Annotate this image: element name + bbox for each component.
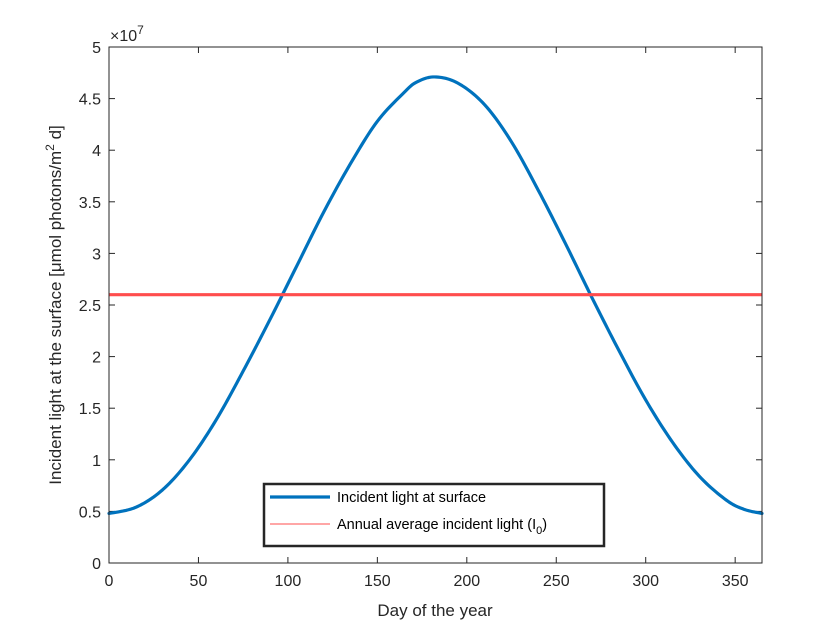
y-tick-label: 4: [92, 143, 101, 160]
y-tick-label: 5: [92, 40, 101, 57]
legend-box: [262, 482, 606, 548]
x-axis-ticks: 0 50 100 150 200 250 300 350: [105, 47, 749, 590]
y-tick-label: 2: [92, 350, 101, 367]
x-tick-label: 0: [105, 573, 114, 590]
y-tick-label: 1.5: [79, 401, 101, 418]
y-axis-label-tail: d]: [46, 125, 65, 144]
x-tick-label: 350: [722, 573, 749, 590]
y-tick-label: 1: [92, 453, 101, 470]
x-axis-label: Day of the year: [377, 601, 493, 620]
y-axis-ticks: 0 0.5 1 1.5 2 2.5 3 3.5 4 4.5 5: [79, 40, 762, 573]
y-axis-label-main: Incident light at the surface [μmol phot…: [46, 151, 65, 485]
y-axis-exponent-power: 7: [137, 23, 144, 37]
y-axis-exponent-base: ×10: [110, 28, 137, 45]
legend-label-annual-average-main: Annual average incident light (I: [337, 517, 536, 533]
y-tick-label: 0.5: [79, 504, 101, 521]
x-tick-label: 200: [453, 573, 480, 590]
x-tick-label: 50: [190, 573, 208, 590]
x-tick-label: 250: [543, 573, 570, 590]
y-axis-label: Incident light at the surface [μmol phot…: [43, 125, 65, 485]
legend-label-annual-average-subscript: 0: [536, 525, 542, 537]
y-tick-label: 4.5: [79, 92, 101, 109]
legend-label-annual-average: Annual average incident light (I0): [337, 517, 547, 537]
legend-label-annual-average-tail: ): [542, 517, 547, 533]
y-tick-label: 3.5: [79, 195, 101, 212]
x-tick-label: 150: [364, 573, 391, 590]
plot-frame: [108, 46, 763, 564]
legend-label-incident-light: Incident light at surface: [337, 490, 486, 506]
x-tick-label: 300: [632, 573, 659, 590]
y-axis-exponent: ×107: [110, 23, 144, 45]
y-tick-label: 2.5: [79, 298, 101, 315]
legend: Incident light at surface Annual average…: [262, 482, 606, 548]
y-tick-label: 0: [92, 556, 101, 573]
y-tick-label: 3: [92, 246, 101, 263]
y-axis-label-superscript: 2: [43, 144, 57, 151]
x-tick-label: 100: [275, 573, 302, 590]
plot-area: [109, 47, 762, 563]
series-incident-light-line: [107, 75, 764, 516]
